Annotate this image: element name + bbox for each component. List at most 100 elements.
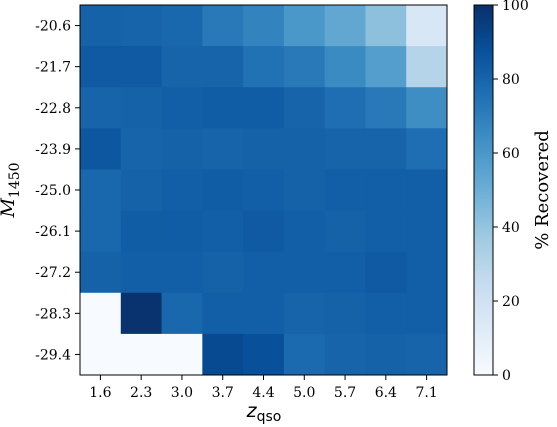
heatmap-cell <box>120 292 163 335</box>
heatmap-cell <box>324 251 366 294</box>
heatmap-cell <box>120 210 163 253</box>
x-tick-label: 7.1 <box>415 385 437 401</box>
y-axis-label-subscript: 1450 <box>7 162 23 198</box>
heatmap-cell <box>365 46 407 88</box>
heatmap-cell <box>202 87 244 129</box>
heatmap-cell <box>324 46 366 88</box>
heatmap-cell <box>324 169 366 212</box>
heatmap-cell <box>324 128 366 170</box>
heatmap-cell <box>120 87 163 129</box>
y-axis-label: M1450 <box>0 162 23 218</box>
x-axis-label-subscript: qso <box>257 409 282 425</box>
heatmap-cell <box>283 5 326 47</box>
heatmap-cell <box>80 333 122 376</box>
heatmap-cell <box>283 128 326 170</box>
heatmap-cell <box>406 333 448 376</box>
heatmap-cell <box>283 210 326 253</box>
heatmap-cell <box>80 5 122 47</box>
heatmap-cell <box>406 5 448 47</box>
y-tick-label: -28.3 <box>35 306 71 322</box>
heatmap-cell <box>283 46 326 88</box>
heatmap-cell <box>202 292 244 335</box>
heatmap-cell <box>80 169 122 212</box>
colorbar-tick-label: 20 <box>502 294 520 310</box>
x-axis-label-main: z <box>246 400 258 422</box>
heatmap-cell <box>243 210 285 253</box>
x-tick-label: 3.7 <box>212 385 234 401</box>
heatmap-cell <box>365 169 407 212</box>
heatmap-cell <box>243 46 285 88</box>
heatmap-cell <box>283 251 326 294</box>
heatmap-cell <box>283 87 326 129</box>
heatmap-cell <box>365 87 407 129</box>
colorbar-tick-label: 100 <box>502 0 529 14</box>
heatmap-cell <box>365 5 407 47</box>
colorbar <box>473 4 494 376</box>
heatmap-cell <box>406 210 448 253</box>
heatmap-cell <box>243 128 285 170</box>
heatmap-cell <box>283 333 326 376</box>
heatmap-cell <box>161 292 203 335</box>
colorbar-tick-label: 0 <box>502 368 511 384</box>
heatmap-cell <box>243 5 285 47</box>
heatmap-cell <box>161 251 203 294</box>
colorbar-tick-label: 80 <box>502 72 520 88</box>
heatmap-cell <box>161 87 203 129</box>
x-axis-label: zqso <box>246 400 282 425</box>
heatmap-cell <box>202 5 244 47</box>
y-axis-label-main: M <box>0 198 19 219</box>
heatmap-cell <box>161 333 203 376</box>
heatmap-cell <box>161 128 203 170</box>
heatmap-cell <box>120 5 163 47</box>
heatmap-cell <box>324 210 366 253</box>
y-tick-label: -21.7 <box>35 60 71 76</box>
colorbar-tick-label: 40 <box>502 220 520 236</box>
heatmap-cell <box>324 5 366 47</box>
heatmap-cell <box>406 251 448 294</box>
heatmap-cell <box>324 333 366 376</box>
heatmap-cell <box>243 333 285 376</box>
x-tick-label: 3.0 <box>171 385 193 401</box>
heatmap-cell <box>365 210 407 253</box>
heatmap-cell <box>283 169 326 212</box>
heatmap-cell <box>202 210 244 253</box>
colorbar-ticks: 0 20 40 60 80 100 <box>493 0 529 384</box>
y-tick-label: -26.1 <box>35 224 71 240</box>
heatmap-cell <box>202 169 244 212</box>
heatmap-cell <box>120 169 163 212</box>
heatmap-cell <box>243 87 285 129</box>
heatmap-cell <box>161 210 203 253</box>
heatmap-cell <box>324 292 366 335</box>
x-tick-label: 2.3 <box>130 385 152 401</box>
colorbar-label: % Recovered <box>532 130 553 250</box>
heatmap-cell <box>120 46 163 88</box>
heatmap-cell <box>202 251 244 294</box>
y-axis-ticks: -20.6 -21.7 -22.8 -23.9 -25.0 -26.1 -27.2 -28.3… <box>35 19 80 363</box>
heatmap-cell <box>80 210 122 253</box>
heatmap-cell <box>365 128 407 170</box>
heatmap-cell <box>161 169 203 212</box>
heatmap-cell <box>161 46 203 88</box>
heatmap-cell <box>243 292 285 335</box>
x-tick-label: 5.7 <box>334 385 356 401</box>
heatmap-cell <box>80 128 122 170</box>
heatmap-cell <box>324 87 366 129</box>
heatmap-cell <box>120 333 163 376</box>
heatmap-cells <box>80 5 448 376</box>
colorbar-tick-label: 60 <box>502 146 520 162</box>
heatmap-cell <box>80 87 122 129</box>
y-tick-label: -22.8 <box>35 101 71 117</box>
heatmap-cell <box>202 128 244 170</box>
heatmap-cell <box>406 169 448 212</box>
heatmap-cell <box>120 251 163 294</box>
heatmap-cell <box>80 292 122 335</box>
heatmap-cell <box>243 251 285 294</box>
heatmap-cell <box>406 292 448 335</box>
y-tick-label: -25.0 <box>35 183 71 199</box>
y-tick-label: -20.6 <box>35 19 71 35</box>
y-tick-label: -27.2 <box>35 265 71 281</box>
heatmap-cell <box>406 128 448 170</box>
heatmap-cell <box>365 251 407 294</box>
heatmap-cell <box>202 333 244 376</box>
